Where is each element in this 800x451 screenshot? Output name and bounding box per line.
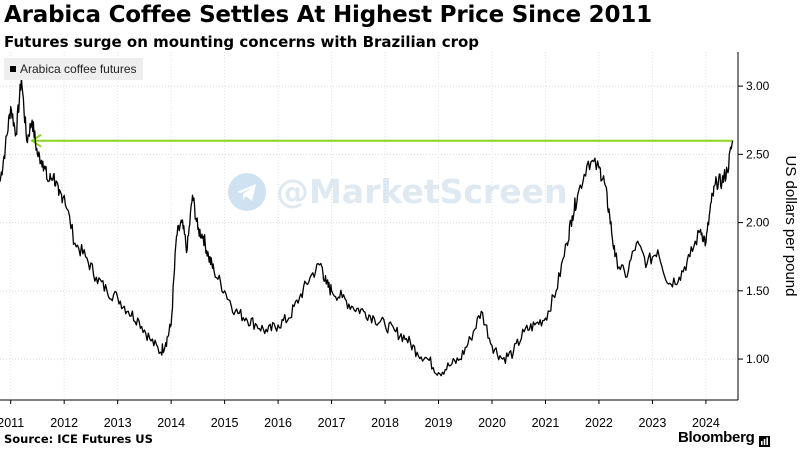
- source-note: Source: ICE Futures US: [4, 432, 153, 446]
- y-tick-label: 2.50: [746, 147, 770, 161]
- series-line-arabica: [0, 78, 733, 376]
- annotations: [32, 135, 733, 147]
- x-tick-label: 2013: [104, 416, 132, 430]
- x-tick-label: 2019: [425, 416, 453, 430]
- x-tick-label: 2014: [157, 416, 185, 430]
- x-tick-label: 2023: [639, 416, 667, 430]
- x-tick-label: 2024: [692, 416, 720, 430]
- axes: 1.00 1.50 2.00 2.50 3.00 2011 2012 2013 2014 2015…: [0, 52, 799, 430]
- brand-logo-text: Bloomberg: [678, 429, 754, 446]
- legend-swatch: [10, 66, 16, 72]
- grid-lines: [0, 52, 738, 400]
- chart-legend: Arabica coffee futures: [4, 58, 143, 80]
- x-tick-label: 2021: [532, 416, 560, 430]
- brand: Bloomberg: [678, 429, 770, 446]
- x-tick-label: 2017: [318, 416, 346, 430]
- bloomberg-logo-icon: [759, 432, 770, 443]
- x-tick-label: 2016: [264, 416, 292, 430]
- x-tick-label: 2011: [0, 416, 24, 430]
- y-tick-label: 1.00: [746, 352, 770, 366]
- x-tick-label: 2012: [50, 416, 78, 430]
- x-tick-label: 2020: [478, 416, 506, 430]
- y-tick-label: 3.00: [746, 79, 770, 93]
- x-tick-label: 2018: [371, 416, 399, 430]
- y-axis-label: US dollars per pound: [782, 156, 799, 297]
- legend-label: Arabica coffee futures: [20, 62, 137, 76]
- x-tick-label: 2022: [585, 416, 613, 430]
- watermark-text: @MarketScreen: [276, 172, 567, 211]
- series-layer: [0, 78, 733, 376]
- y-tick-label: 2.00: [746, 216, 770, 230]
- x-tick-label: 2015: [211, 416, 239, 430]
- telegram-icon: [228, 173, 266, 211]
- y-tick-label: 1.50: [746, 284, 770, 298]
- watermark: @MarketScreen: [228, 172, 567, 211]
